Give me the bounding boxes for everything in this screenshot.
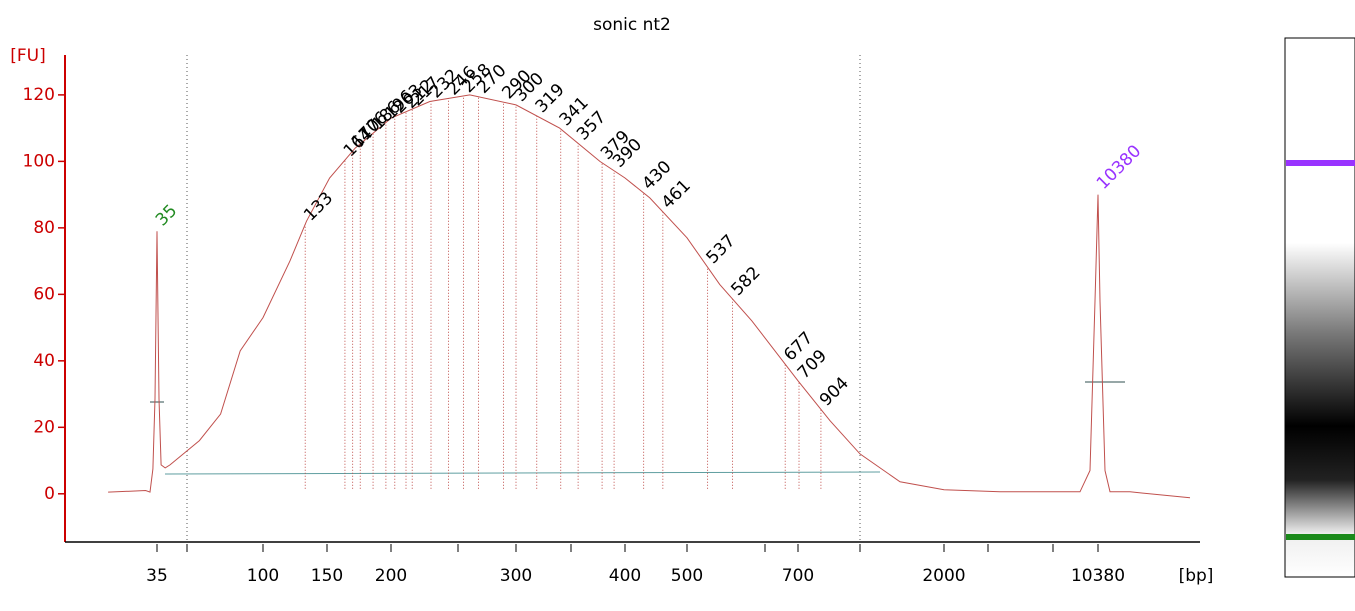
gel-lane [1284,37,1355,578]
baseline [164,471,881,475]
chart-title: sonic nt2 [593,15,671,35]
x-tick-label: 500 [671,566,703,586]
x-tick-label: 35 [146,566,168,586]
y-axis-label: [FU] [10,46,46,66]
x-tick-label: 700 [782,566,814,586]
peak-label: 582 [727,263,764,300]
peak-label: 537 [702,231,739,268]
gel-background [1284,37,1355,578]
y-tick-label: 40 [33,351,55,371]
y-tick-label: 0 [44,484,55,504]
x-tick-label: 2000 [922,566,965,586]
y-tick-label: 120 [23,85,55,105]
gel-upper-band [1286,160,1355,166]
peak-label: 133 [300,188,337,225]
marker-label: 10380 [1093,141,1145,193]
x-axis-label: [bp] [1179,566,1214,586]
x-tick-label: 400 [609,566,641,586]
trace [108,94,1191,499]
x-tick-label: 300 [500,566,532,586]
y-tick-label: 20 [33,417,55,437]
marker-label: 35 [152,201,181,230]
x-tick-label: 200 [375,566,407,586]
y-tick-label: 80 [33,218,55,238]
y-tick-label: 100 [23,151,55,171]
x-tick-label: 100 [247,566,279,586]
x-tick-label: 150 [311,566,343,586]
gel-lower-band [1286,534,1355,540]
peak-label: 904 [816,373,853,410]
x-tick-label: 10380 [1071,566,1125,586]
y-tick-label: 60 [33,284,55,304]
